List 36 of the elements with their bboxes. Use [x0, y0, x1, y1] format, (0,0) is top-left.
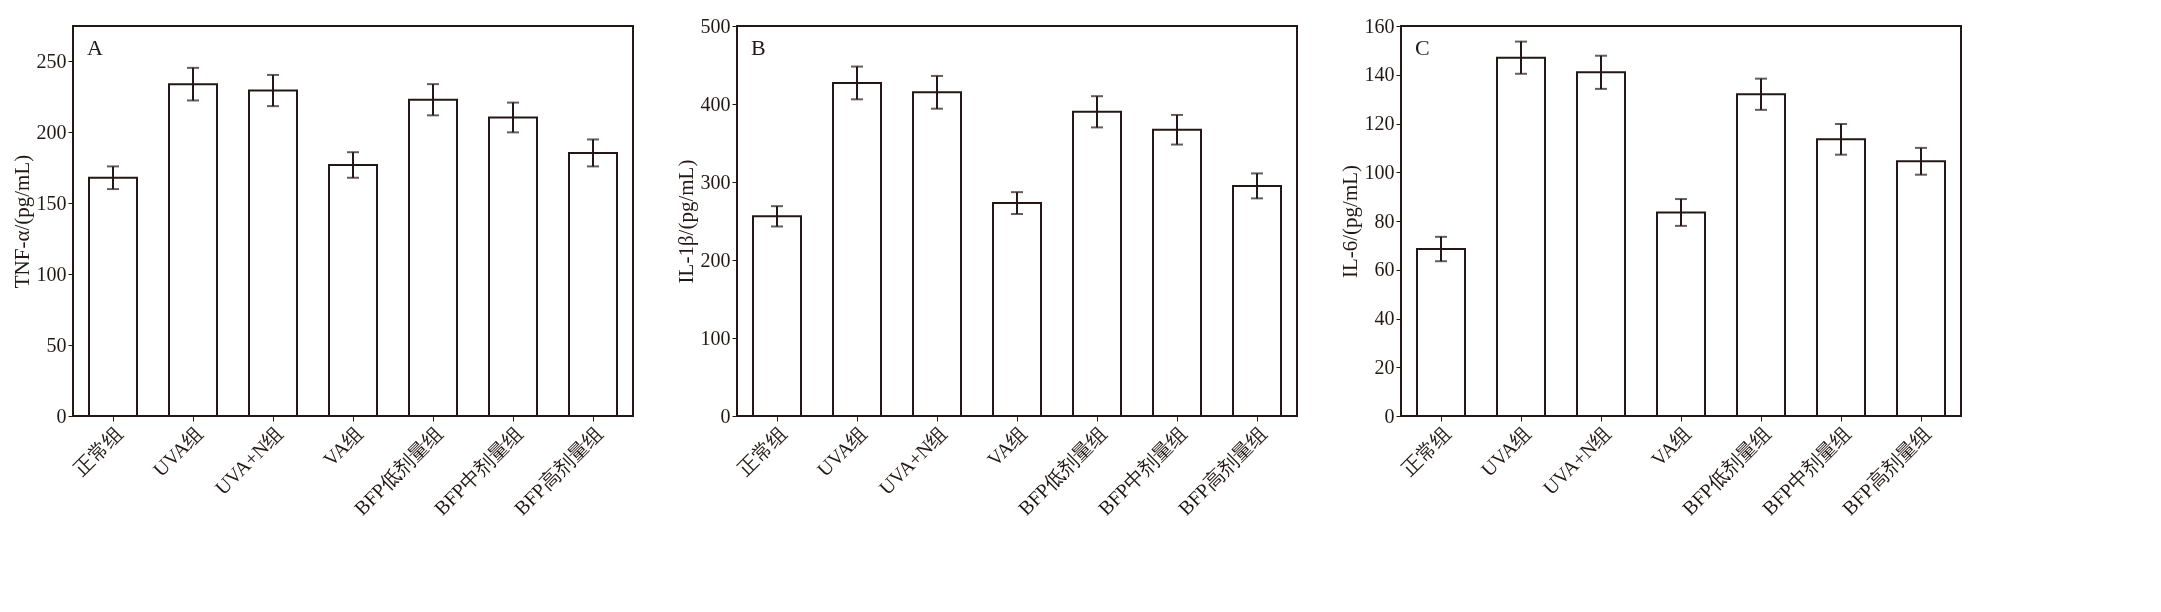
y-axis-title: TNF-α/(pg/mL): [9, 154, 34, 289]
y-tick-label: 200: [700, 248, 731, 271]
x-tick-label: VA组: [1646, 422, 1696, 471]
y-tick-label: 80: [1374, 209, 1395, 232]
y-tick-label: 250: [36, 49, 67, 72]
y-tick-label: 0: [1384, 404, 1395, 427]
annotation: B: [751, 35, 766, 60]
y-tick-label: 100: [36, 262, 67, 285]
y-tick-label: 20: [1374, 355, 1395, 378]
annotation: C: [1415, 35, 1430, 60]
y-tick-label: 400: [700, 92, 731, 115]
x-tick-label: UVA组: [148, 422, 208, 481]
y-tick-label: 40: [1374, 307, 1395, 329]
y-tick-label: 500: [700, 14, 731, 37]
y-tick-label: 0: [720, 404, 731, 427]
y-tick-label: 300: [700, 170, 731, 193]
x-tick-label: VA组: [318, 422, 368, 471]
y-tick-label: 100: [1364, 160, 1395, 183]
y-tick-label: 60: [1374, 258, 1395, 281]
x-tick-label: 正常组: [733, 422, 792, 481]
x-tick-label: UVA组: [812, 422, 872, 481]
y-tick-label: 140: [1364, 63, 1395, 86]
y-axis-title: IL-6/(pg/mL): [1337, 164, 1362, 279]
x-tick-label: 正常组: [1397, 422, 1456, 481]
y-tick-label: 50: [46, 333, 67, 356]
y-tick-label: 160: [1364, 14, 1395, 37]
y-tick-label: 100: [700, 326, 731, 349]
x-tick-label: 正常组: [69, 422, 128, 481]
y-tick-label: 0: [56, 404, 67, 427]
y-tick-label: 120: [1364, 112, 1395, 134]
y-axis-title: IL-1β/(pg/mL): [673, 159, 698, 284]
annotation: A: [87, 35, 103, 60]
y-tick-label: 200: [36, 120, 67, 143]
x-tick-label: VA组: [982, 422, 1032, 471]
x-tick-label: UVA组: [1476, 422, 1536, 481]
y-tick-label: 150: [36, 191, 67, 214]
